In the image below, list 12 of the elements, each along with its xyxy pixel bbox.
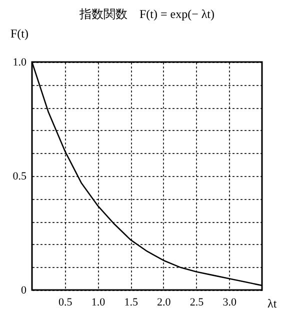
y-tick-label: 1.0 [12,56,27,68]
y-tick-label: 0 [21,284,27,296]
x-tick-label: 1.5 [124,296,138,308]
chart-title: 指数関数 F(t) = exp(− λt) [78,7,215,21]
x-tick-label: 2.0 [157,296,172,308]
x-axis-title: λt [268,296,278,310]
x-tick-label: 1.0 [91,296,106,308]
x-tick-label: 3.0 [222,296,238,308]
y-axis-title: F(t) [10,26,29,40]
y-tick-label: 0.5 [12,170,27,182]
x-tick-label: 0.5 [58,296,73,308]
x-tick-label: 2.5 [190,296,204,308]
